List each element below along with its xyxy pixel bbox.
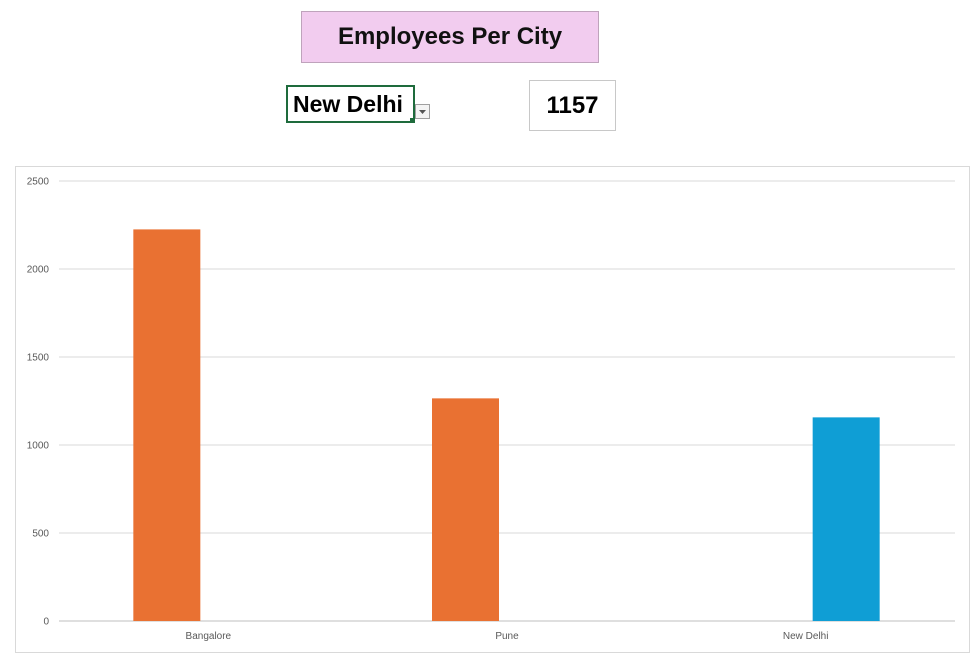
y-tick-label: 1500 — [27, 353, 50, 364]
y-tick-label: 2500 — [27, 177, 50, 188]
y-tick-label: 0 — [43, 617, 49, 628]
bar-chart: 0 500 1000 1500 2000 2500 Bangalore Pune New Del… — [27, 177, 955, 642]
x-tick-label: Pune — [495, 631, 519, 642]
page-title: Employees Per City — [301, 11, 599, 63]
city-dropdown-button[interactable] — [415, 104, 430, 119]
bar — [133, 229, 201, 621]
y-tick-label: 1000 — [27, 441, 50, 452]
x-tick-label: Bangalore — [186, 631, 232, 642]
chevron-down-icon — [419, 109, 426, 114]
employee-count-value: 1157 — [529, 80, 616, 131]
fill-handle[interactable] — [410, 118, 415, 123]
city-select-cell[interactable]: New Delhi — [286, 85, 415, 123]
bar-highlighted — [812, 417, 880, 621]
chart-area[interactable]: 0 500 1000 1500 2000 2500 Bangalore Pune New Del… — [15, 166, 970, 653]
selected-city-label: New Delhi — [293, 90, 403, 117]
y-tick-label: 2000 — [27, 265, 50, 276]
x-tick-label: New Delhi — [783, 631, 829, 642]
y-tick-label: 500 — [32, 529, 49, 540]
bar — [432, 398, 499, 621]
